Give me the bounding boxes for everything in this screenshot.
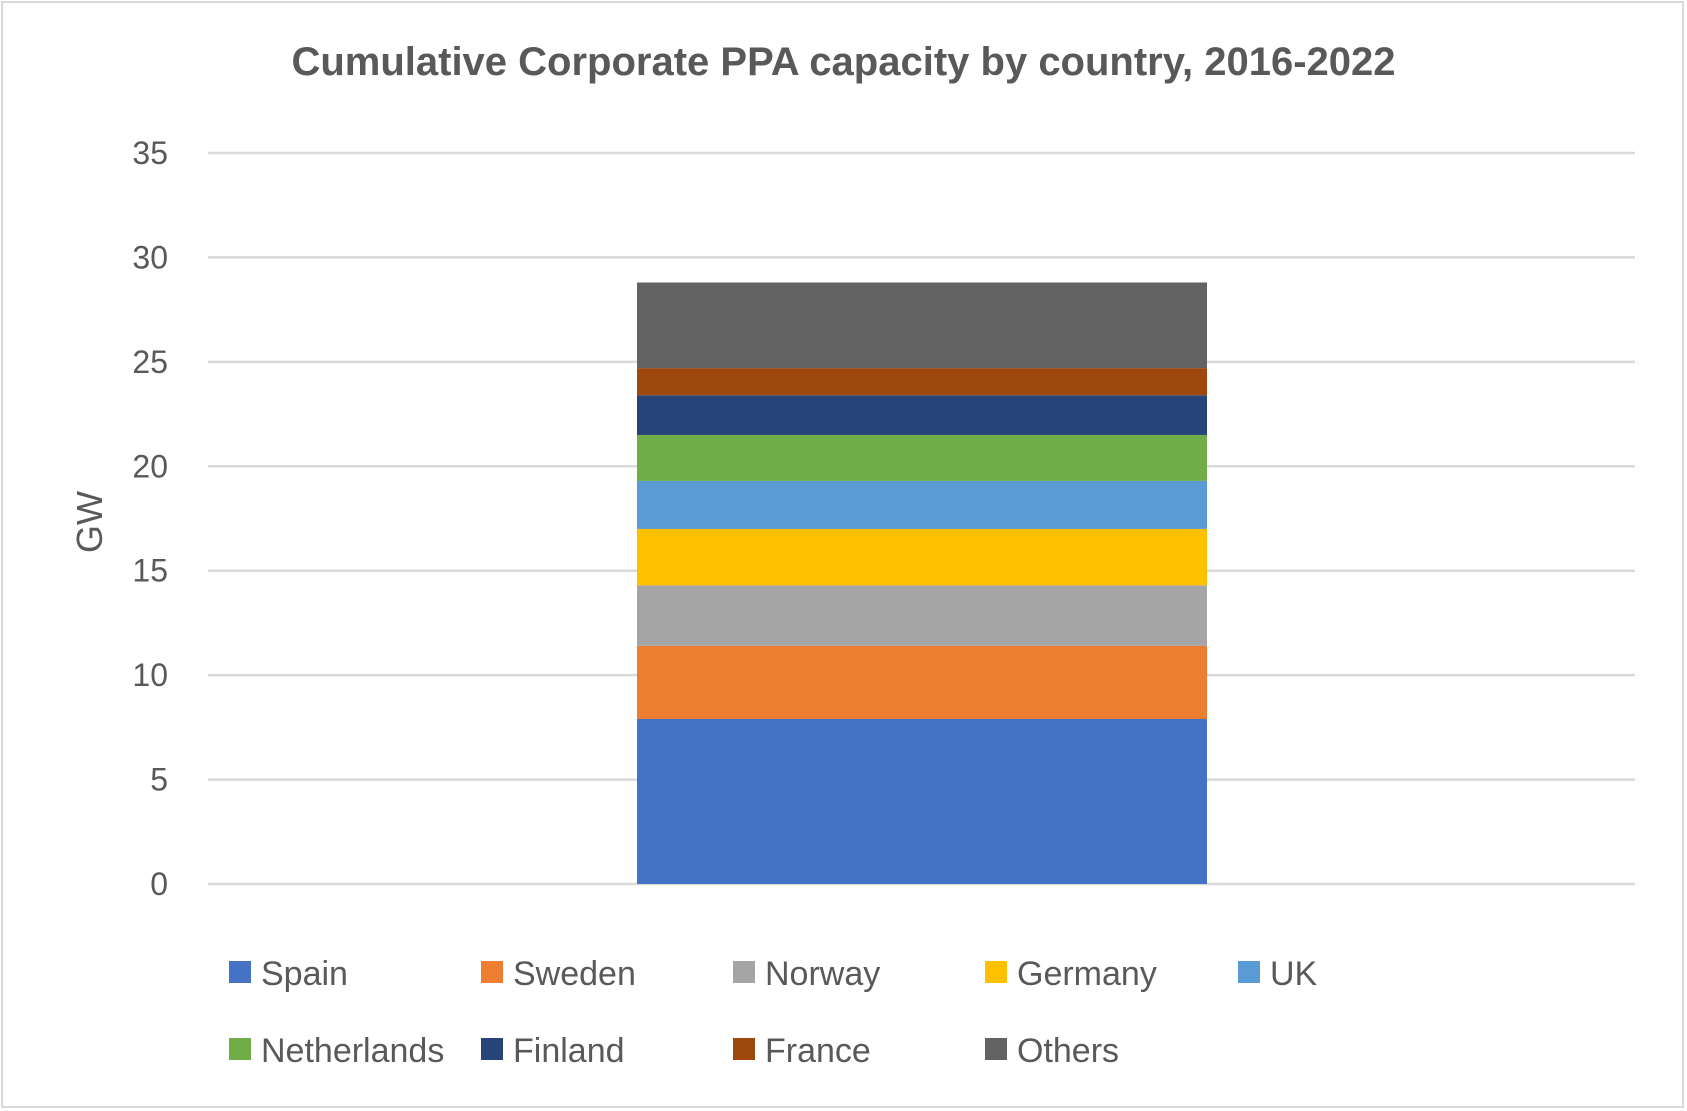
y-tick-label: 20 [132,448,168,484]
legend-label: Others [1017,1032,1119,1070]
bar-segment-germany [637,528,1207,586]
y-tick-label: 25 [132,344,168,380]
legend-item-uk: UK [1238,955,1318,993]
legend-item-france: France [733,1032,871,1070]
y-tick-label: 10 [132,657,168,693]
y-tick-label: 35 [132,135,168,171]
legend-swatch [985,1038,1007,1060]
legend-label: Germany [1017,955,1157,993]
legend-label: Sweden [513,955,636,993]
y-tick-label: 5 [150,762,168,798]
legend-label: France [765,1032,871,1070]
bar-segment-spain [637,719,1207,884]
y-axis-label: GW [69,491,110,553]
bar-segment-sweden [637,645,1207,720]
legend-item-norway: Norway [733,955,880,993]
bar-segment-others [637,282,1207,369]
legend-label: Spain [261,955,348,993]
legend-item-others: Others [985,1032,1119,1070]
legend-label: UK [1270,955,1318,993]
legend-swatch [229,961,251,983]
legend-item-finland: Finland [481,1032,625,1070]
legend-item-sweden: Sweden [481,955,636,993]
bar-segment-netherlands [637,434,1207,481]
y-tick-label: 30 [132,239,168,275]
bar-segment-uk [637,480,1207,529]
legend-swatch [1238,961,1260,983]
chart-title: Cumulative Corporate PPA capacity by cou… [291,40,1396,84]
y-axis-ticks: 0 5 10 15 20 25 30 35 [132,135,168,902]
bar-segment-norway [637,585,1207,646]
legend: Spain Sweden Norway Germany UK Netherlands Fin… [229,955,1318,1070]
legend-item-germany: Germany [985,955,1157,993]
y-tick-label: 0 [150,866,168,902]
legend-label: Norway [765,955,880,993]
legend-item-netherlands: Netherlands [229,1032,444,1070]
legend-swatch [985,961,1007,983]
legend-label: Netherlands [261,1032,444,1070]
legend-swatch [481,961,503,983]
legend-swatch [733,1038,755,1060]
bar-segment-france [637,368,1207,396]
legend-label: Finland [513,1032,625,1070]
bar-segment-finland [637,395,1207,435]
stacked-bar [637,282,1207,884]
legend-swatch [481,1038,503,1060]
legend-swatch [229,1038,251,1060]
legend-item-spain: Spain [229,955,348,993]
y-tick-label: 15 [132,553,168,589]
legend-swatch [733,961,755,983]
